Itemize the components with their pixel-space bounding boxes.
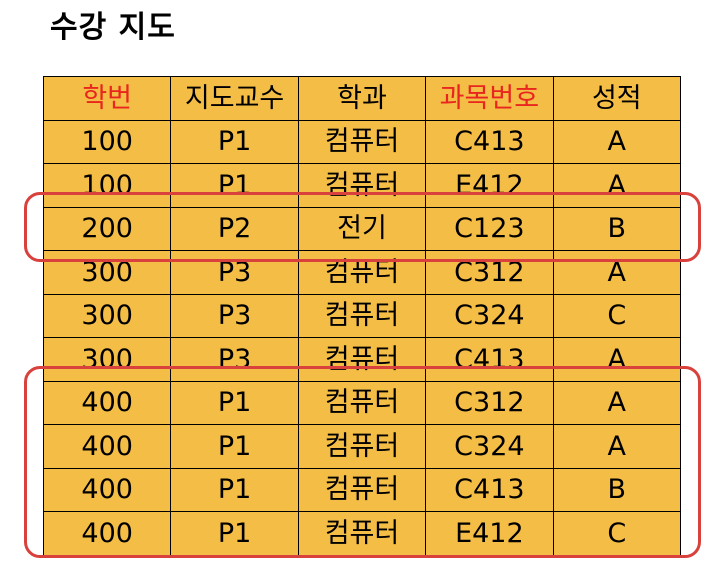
cell-course-id: C312 [425, 250, 554, 295]
cell-advisor: P1 [170, 467, 299, 512]
cell-department: 컴퓨터 [297, 467, 427, 512]
cell-advisor: P1 [170, 511, 299, 556]
cell-department: 컴퓨터 [297, 380, 427, 425]
cell-course-id: C312 [425, 380, 554, 425]
table-row: 400 P1 컴퓨터 C312 A [42, 380, 682, 425]
cell-grade: B [552, 467, 682, 512]
table-row: 200 P2 전기 C123 B [42, 206, 682, 251]
cell-student-id: 400 [42, 380, 172, 425]
cell-department: 컴퓨터 [297, 511, 427, 556]
table-row: 400 P1 컴퓨터 C413 B [42, 467, 682, 512]
cell-course-id: C413 [425, 119, 554, 164]
cell-department: 컴퓨터 [297, 337, 427, 382]
table-row: 300 P3 컴퓨터 C413 A [42, 337, 682, 382]
cell-advisor: P1 [170, 119, 299, 164]
table-row: 400 P1 컴퓨터 E412 C [42, 511, 682, 556]
cell-grade: B [552, 206, 682, 251]
cell-course-id: C324 [425, 424, 554, 469]
cell-grade: C [552, 293, 682, 338]
course-advising-table: 학번 지도교수 학과 과목번호 성적 100 P1 컴퓨터 C413 A 100… [42, 76, 682, 556]
cell-grade: C [552, 511, 682, 556]
cell-grade: A [552, 250, 682, 295]
cell-student-id: 300 [42, 337, 172, 382]
cell-department: 전기 [297, 206, 427, 251]
cell-grade: A [552, 424, 682, 469]
cell-course-id: C413 [425, 467, 554, 512]
cell-student-id: 300 [42, 250, 172, 295]
cell-grade: A [552, 337, 682, 382]
table-row: 300 P3 컴퓨터 C324 C [42, 293, 682, 338]
cell-student-id: 100 [42, 163, 172, 208]
cell-advisor: P2 [170, 206, 299, 251]
cell-advisor: P3 [170, 250, 299, 295]
table-row: 300 P3 컴퓨터 C312 A [42, 250, 682, 295]
cell-advisor: P3 [170, 337, 299, 382]
cell-department: 컴퓨터 [297, 119, 427, 164]
cell-department: 컴퓨터 [297, 424, 427, 469]
cell-student-id: 400 [42, 467, 172, 512]
cell-advisor: P1 [170, 380, 299, 425]
cell-advisor: P3 [170, 293, 299, 338]
header-course-id: 과목번호 [425, 76, 554, 121]
table-header-row: 학번 지도교수 학과 과목번호 성적 [42, 76, 682, 121]
cell-department: 컴퓨터 [297, 250, 427, 295]
cell-grade: A [552, 119, 682, 164]
cell-student-id: 300 [42, 293, 172, 338]
table-row: 100 P1 컴퓨터 E412 A [42, 163, 682, 208]
cell-student-id: 100 [42, 119, 172, 164]
page-title: 수강 지도 [50, 10, 176, 45]
cell-course-id: C123 [425, 206, 554, 251]
header-student-id: 학번 [42, 76, 172, 121]
cell-advisor: P1 [170, 424, 299, 469]
cell-course-id: E412 [425, 511, 554, 556]
cell-grade: A [552, 380, 682, 425]
header-advisor: 지도교수 [170, 76, 299, 121]
cell-course-id: C324 [425, 293, 554, 338]
cell-student-id: 200 [42, 206, 172, 251]
cell-department: 컴퓨터 [297, 163, 427, 208]
cell-advisor: P1 [170, 163, 299, 208]
header-grade: 성적 [552, 76, 682, 121]
table-row: 100 P1 컴퓨터 C413 A [42, 119, 682, 164]
cell-student-id: 400 [42, 511, 172, 556]
cell-student-id: 400 [42, 424, 172, 469]
cell-department: 컴퓨터 [297, 293, 427, 338]
table-row: 400 P1 컴퓨터 C324 A [42, 424, 682, 469]
cell-grade: A [552, 163, 682, 208]
header-department: 학과 [297, 76, 427, 121]
cell-course-id: E412 [425, 163, 554, 208]
cell-course-id: C413 [425, 337, 554, 382]
